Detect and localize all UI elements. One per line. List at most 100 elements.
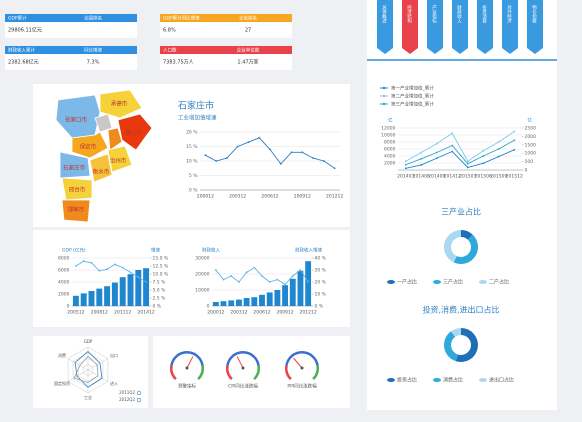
x-tick-label: 201506	[475, 174, 492, 180]
radar-axis	[67, 369, 89, 382]
point	[322, 160, 325, 162]
point	[420, 157, 423, 160]
point	[299, 269, 302, 271]
tick-label: 5.0 %	[153, 288, 167, 294]
region-label: 衡水市	[93, 168, 110, 176]
tick-label: 10 %	[315, 292, 327, 298]
bar	[220, 301, 227, 306]
gauge-band	[285, 365, 292, 381]
gauge-band	[285, 350, 319, 366]
legend-swatch	[382, 94, 386, 98]
bar	[259, 294, 265, 306]
tick-label: 12000	[381, 126, 395, 132]
point	[261, 275, 263, 277]
point	[129, 271, 132, 274]
tab	[402, 0, 418, 54]
tick-label: 500	[525, 159, 534, 165]
card-title: GDP累计同比增速	[163, 15, 200, 22]
tick-label: 8000	[58, 256, 70, 262]
radar-label: 工业	[84, 394, 92, 400]
radar-area	[73, 355, 99, 384]
point	[482, 155, 485, 157]
card-header	[160, 46, 292, 54]
x-tick-label: 200012	[197, 194, 214, 200]
legend-label: 2011Q2	[119, 390, 135, 395]
tab-label: 投资消费	[482, 4, 487, 25]
point	[226, 157, 228, 160]
x-tick-label: 200812	[91, 310, 108, 316]
bar	[119, 277, 126, 306]
region-label: 邯郸市	[68, 206, 85, 214]
gauge-label: PPI同比涨跌幅	[287, 383, 317, 390]
x-tick-label: 200612	[253, 310, 270, 316]
tick-label: 10000	[195, 288, 209, 294]
gauge-band	[226, 365, 233, 381]
y-axis-label: 亿	[388, 117, 393, 124]
point	[238, 281, 240, 283]
point	[145, 281, 148, 283]
point	[137, 276, 140, 279]
x-tick-label: 200912	[276, 310, 293, 316]
card-title: 同比增速	[84, 47, 102, 54]
x-tick-label: 201212	[300, 310, 317, 316]
point	[90, 261, 93, 264]
point	[75, 265, 77, 267]
gauge-label: CPI同比涨跌幅	[228, 383, 258, 390]
legend-label: 三产占比	[443, 279, 463, 286]
tick-label: 2.5 %	[153, 296, 167, 302]
point	[307, 281, 310, 283]
region-label: 保定市	[80, 143, 97, 151]
bar	[111, 282, 118, 306]
chart-subtitle: 工业增加值增速	[178, 114, 217, 122]
tick-label: 0 %	[153, 304, 162, 310]
region-label: 承德市	[111, 100, 128, 108]
tick-label: 2000	[58, 292, 70, 298]
card-title: 人口数	[163, 47, 177, 54]
point	[513, 148, 516, 151]
tab-label: 产业指标	[432, 4, 437, 25]
card-title: 企业单位数	[237, 47, 260, 54]
gauge-panel	[153, 336, 350, 408]
card-value: 29806.11亿元	[8, 27, 42, 34]
bar	[96, 288, 103, 306]
y2-axis-label: 增速	[151, 247, 160, 254]
tick-label: 10 %	[186, 159, 198, 165]
bar	[104, 286, 111, 306]
tick-label: 10000	[381, 133, 395, 139]
point	[215, 160, 218, 162]
x-tick-label: 201112	[114, 310, 131, 316]
gauge-hub	[185, 366, 189, 370]
tick-label: 20000	[195, 272, 209, 278]
legend-swatch	[479, 378, 487, 382]
tick-label: 2000	[384, 161, 396, 167]
legend-swatch	[387, 378, 395, 382]
bar	[305, 261, 312, 306]
line	[405, 139, 515, 166]
tick-label: 0	[67, 304, 70, 310]
bar	[297, 270, 304, 306]
tick-label: 6000	[58, 268, 70, 274]
card-title: 全省排名	[239, 15, 257, 22]
tick-label: 20 %	[186, 130, 198, 136]
x-tick-label: 200512	[67, 310, 84, 316]
bar	[228, 300, 235, 306]
point	[245, 271, 248, 274]
tick-label: 20 %	[315, 280, 327, 286]
region	[107, 145, 133, 173]
tick-label: 1500	[525, 142, 537, 148]
point	[290, 151, 293, 154]
bar	[80, 293, 87, 306]
region-label: 沧州市	[110, 157, 127, 165]
bar-panel	[33, 230, 350, 327]
gauge-needle	[293, 357, 303, 369]
region	[99, 89, 143, 119]
point	[466, 166, 469, 169]
point	[312, 157, 314, 160]
bar	[72, 295, 79, 306]
tab-label: 经济结构	[407, 4, 412, 25]
region	[94, 113, 113, 133]
legend-swatch	[382, 86, 386, 90]
point	[482, 149, 485, 152]
bar	[236, 299, 242, 306]
region	[59, 151, 91, 179]
